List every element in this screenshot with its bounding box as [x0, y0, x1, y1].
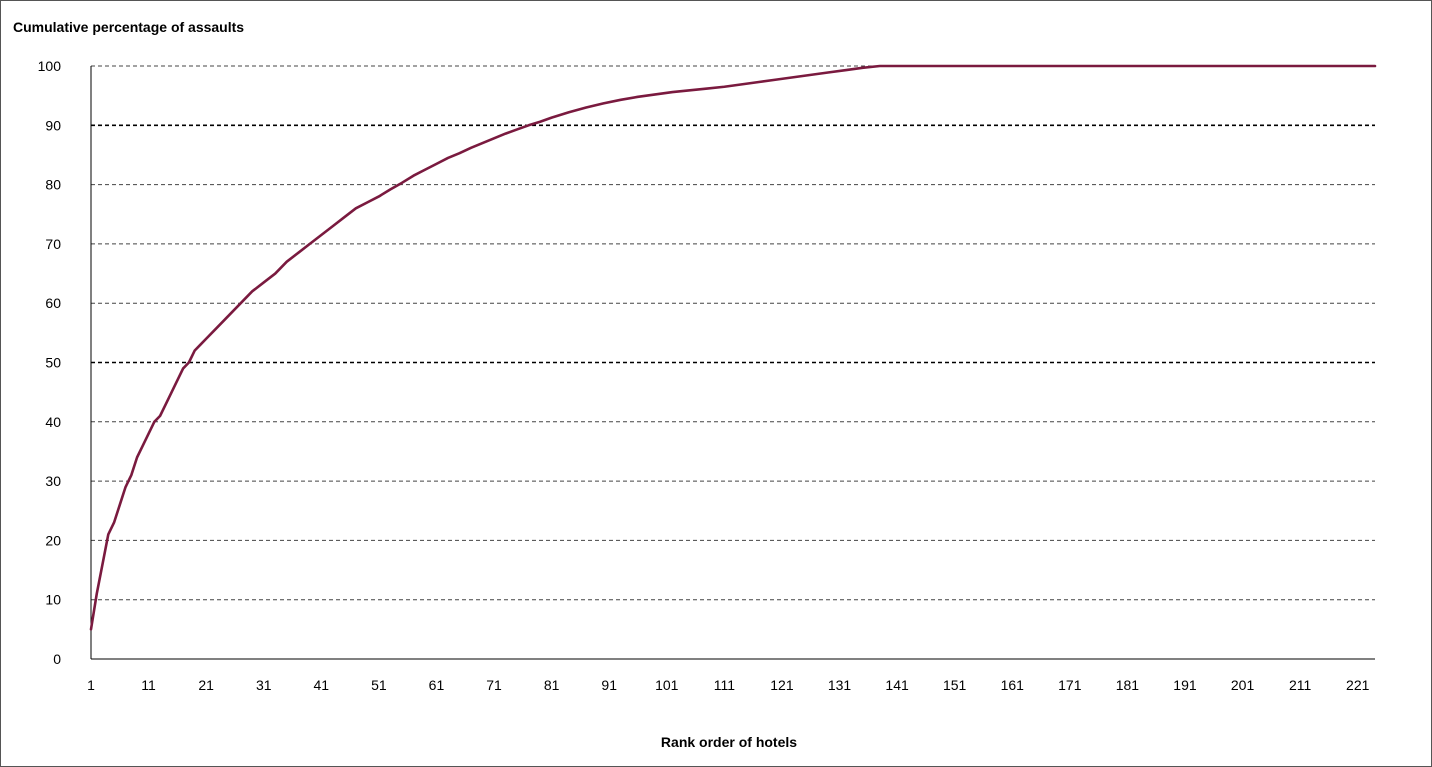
x-tick-label-111: 111 [714, 677, 735, 693]
x-tick-label-1: 1 [87, 677, 95, 693]
x-tick-labels: 1 11 21 31 41 51 61 71 81 91 101 111 121 131 141 151 161… [87, 677, 1370, 693]
y-tick-label-100: 100 [38, 58, 62, 74]
x-tick-label-11: 11 [141, 677, 156, 693]
x-tick-label-81: 81 [544, 677, 560, 693]
x-tick-label-181: 181 [1116, 677, 1140, 693]
gridlines [91, 65, 1375, 601]
x-tick-label-211: 211 [1289, 677, 1312, 693]
y-tick-label-70: 70 [45, 236, 61, 252]
x-tick-label-191: 191 [1173, 677, 1197, 693]
x-tick-label-201: 201 [1231, 677, 1255, 693]
x-tick-label-131: 131 [828, 677, 852, 693]
y-tick-label-60: 60 [45, 295, 61, 311]
series-layer [89, 64, 1377, 631]
y-tick-label-30: 30 [45, 473, 61, 489]
y-tick-label-10: 10 [45, 592, 61, 608]
x-tick-label-71: 71 [486, 677, 502, 693]
x-tick-label-91: 91 [601, 677, 617, 693]
x-tick-label-221: 221 [1346, 677, 1370, 693]
y-tick-label-50: 50 [45, 355, 61, 371]
y-tick-label-0: 0 [53, 651, 61, 667]
y-axis-title: Cumulative percentage of assaults [13, 19, 244, 35]
x-axis-title: Rank order of hotels [661, 734, 797, 750]
x-tick-label-51: 51 [371, 677, 387, 693]
x-tick-label-21: 21 [198, 677, 214, 693]
y-tick-label-90: 90 [45, 117, 61, 133]
y-tick-label-40: 40 [45, 414, 61, 430]
series-line-0 [89, 64, 1377, 631]
x-tick-label-141: 141 [885, 677, 909, 693]
x-tick-label-101: 101 [655, 677, 679, 693]
x-tick-label-171: 171 [1058, 677, 1082, 693]
x-tick-label-121: 121 [770, 677, 794, 693]
y-tick-label-20: 20 [45, 532, 61, 548]
y-tick-labels: 0 10 20 30 40 50 60 70 80 90 100 [38, 58, 62, 667]
x-tick-label-161: 161 [1001, 677, 1025, 693]
y-tick-label-80: 80 [45, 177, 61, 193]
axes [90, 66, 1375, 660]
x-tick-label-31: 31 [256, 677, 272, 693]
x-tick-label-151: 151 [943, 677, 967, 693]
x-tick-label-41: 41 [314, 677, 330, 693]
x-tick-label-61: 61 [429, 677, 445, 693]
